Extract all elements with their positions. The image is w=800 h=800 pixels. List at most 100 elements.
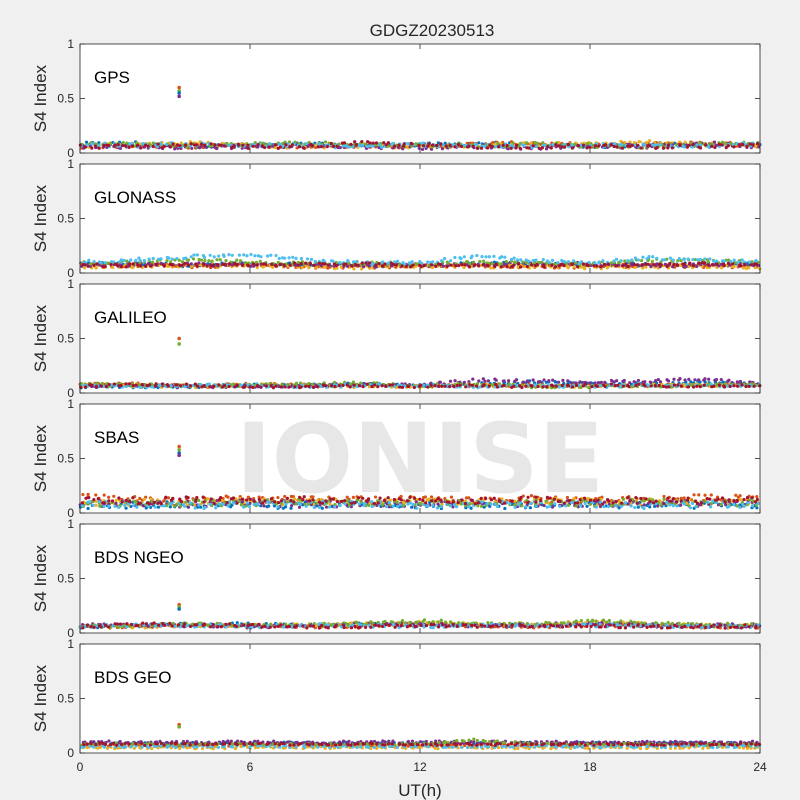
data-point — [633, 256, 638, 260]
data-point — [636, 263, 640, 267]
data-point — [107, 382, 111, 387]
spike-point — [177, 453, 181, 458]
data-point — [278, 262, 283, 266]
data-point — [394, 265, 398, 269]
data-point — [621, 497, 626, 501]
data-point — [471, 144, 475, 148]
data-point — [294, 256, 298, 260]
data-point — [719, 377, 723, 382]
data-point — [576, 143, 581, 148]
data-point — [299, 385, 303, 389]
data-point — [175, 256, 179, 261]
data-point — [195, 253, 199, 257]
data-point — [81, 492, 85, 497]
data-point — [397, 143, 401, 147]
data-point — [235, 258, 239, 262]
data-point — [556, 380, 561, 384]
data-point — [152, 500, 156, 505]
data-point — [487, 255, 491, 259]
data-point — [722, 259, 726, 263]
data-point — [177, 263, 181, 267]
data-point — [131, 262, 135, 266]
data-point — [474, 143, 478, 147]
data-point — [141, 141, 145, 146]
data-point — [323, 140, 328, 144]
data-point — [438, 380, 442, 384]
data-point — [464, 385, 468, 389]
data-point — [107, 504, 111, 508]
data-point — [80, 503, 84, 508]
data-point — [683, 140, 687, 144]
data-point — [97, 141, 101, 145]
data-point — [184, 143, 188, 147]
data-point — [465, 259, 469, 264]
data-point — [264, 262, 268, 266]
data-point — [132, 503, 136, 507]
data-point — [164, 495, 168, 499]
data-point — [720, 143, 724, 147]
data-point — [509, 146, 513, 150]
data-point — [541, 141, 545, 145]
data-point — [349, 142, 353, 146]
data-point — [686, 257, 690, 261]
data-point — [410, 142, 414, 146]
data-point — [736, 260, 740, 264]
data-point — [662, 258, 667, 262]
data-point — [202, 384, 206, 388]
data-point — [535, 263, 539, 267]
data-point — [648, 505, 652, 509]
data-point — [439, 259, 444, 263]
data-point — [344, 144, 348, 148]
data-point — [89, 262, 93, 266]
data-point — [609, 143, 613, 147]
data-point — [561, 378, 565, 382]
data-point — [726, 261, 731, 265]
data-point — [207, 259, 211, 263]
data-point — [632, 380, 636, 384]
data-point — [360, 139, 364, 144]
data-point — [717, 142, 722, 146]
data-point — [704, 143, 708, 147]
data-point — [757, 145, 761, 149]
data-point — [623, 259, 627, 263]
data-point — [334, 264, 338, 268]
data-point — [475, 146, 479, 150]
data-point — [294, 381, 299, 385]
data-point — [82, 262, 87, 267]
data-point — [735, 498, 739, 503]
data-point — [723, 500, 727, 504]
data-point — [727, 504, 731, 509]
spike-point — [177, 94, 181, 99]
data-point — [620, 264, 625, 268]
data-point — [237, 253, 241, 257]
data-point — [654, 379, 658, 383]
data-point — [98, 504, 102, 508]
data-point — [243, 384, 247, 388]
data-point — [655, 262, 659, 266]
data-point — [655, 145, 659, 150]
data-point — [675, 263, 680, 267]
data-point — [350, 264, 354, 268]
data-point — [254, 260, 258, 265]
data-point — [482, 144, 487, 148]
data-point — [524, 384, 528, 388]
panel-label: GLONASS — [94, 188, 176, 207]
data-point — [668, 261, 672, 266]
data-point — [668, 503, 672, 507]
data-point — [317, 142, 321, 146]
data-point — [686, 496, 690, 500]
data-point — [486, 379, 491, 383]
data-point — [612, 380, 616, 384]
data-point — [203, 505, 207, 509]
data-point — [230, 253, 234, 257]
data-point — [714, 378, 719, 382]
data-point — [86, 264, 90, 268]
data-point — [559, 262, 563, 267]
data-point — [345, 383, 349, 387]
data-point — [563, 145, 567, 149]
data-point — [383, 262, 387, 266]
data-point — [162, 264, 166, 268]
data-point — [482, 259, 486, 263]
data-point — [691, 143, 695, 147]
